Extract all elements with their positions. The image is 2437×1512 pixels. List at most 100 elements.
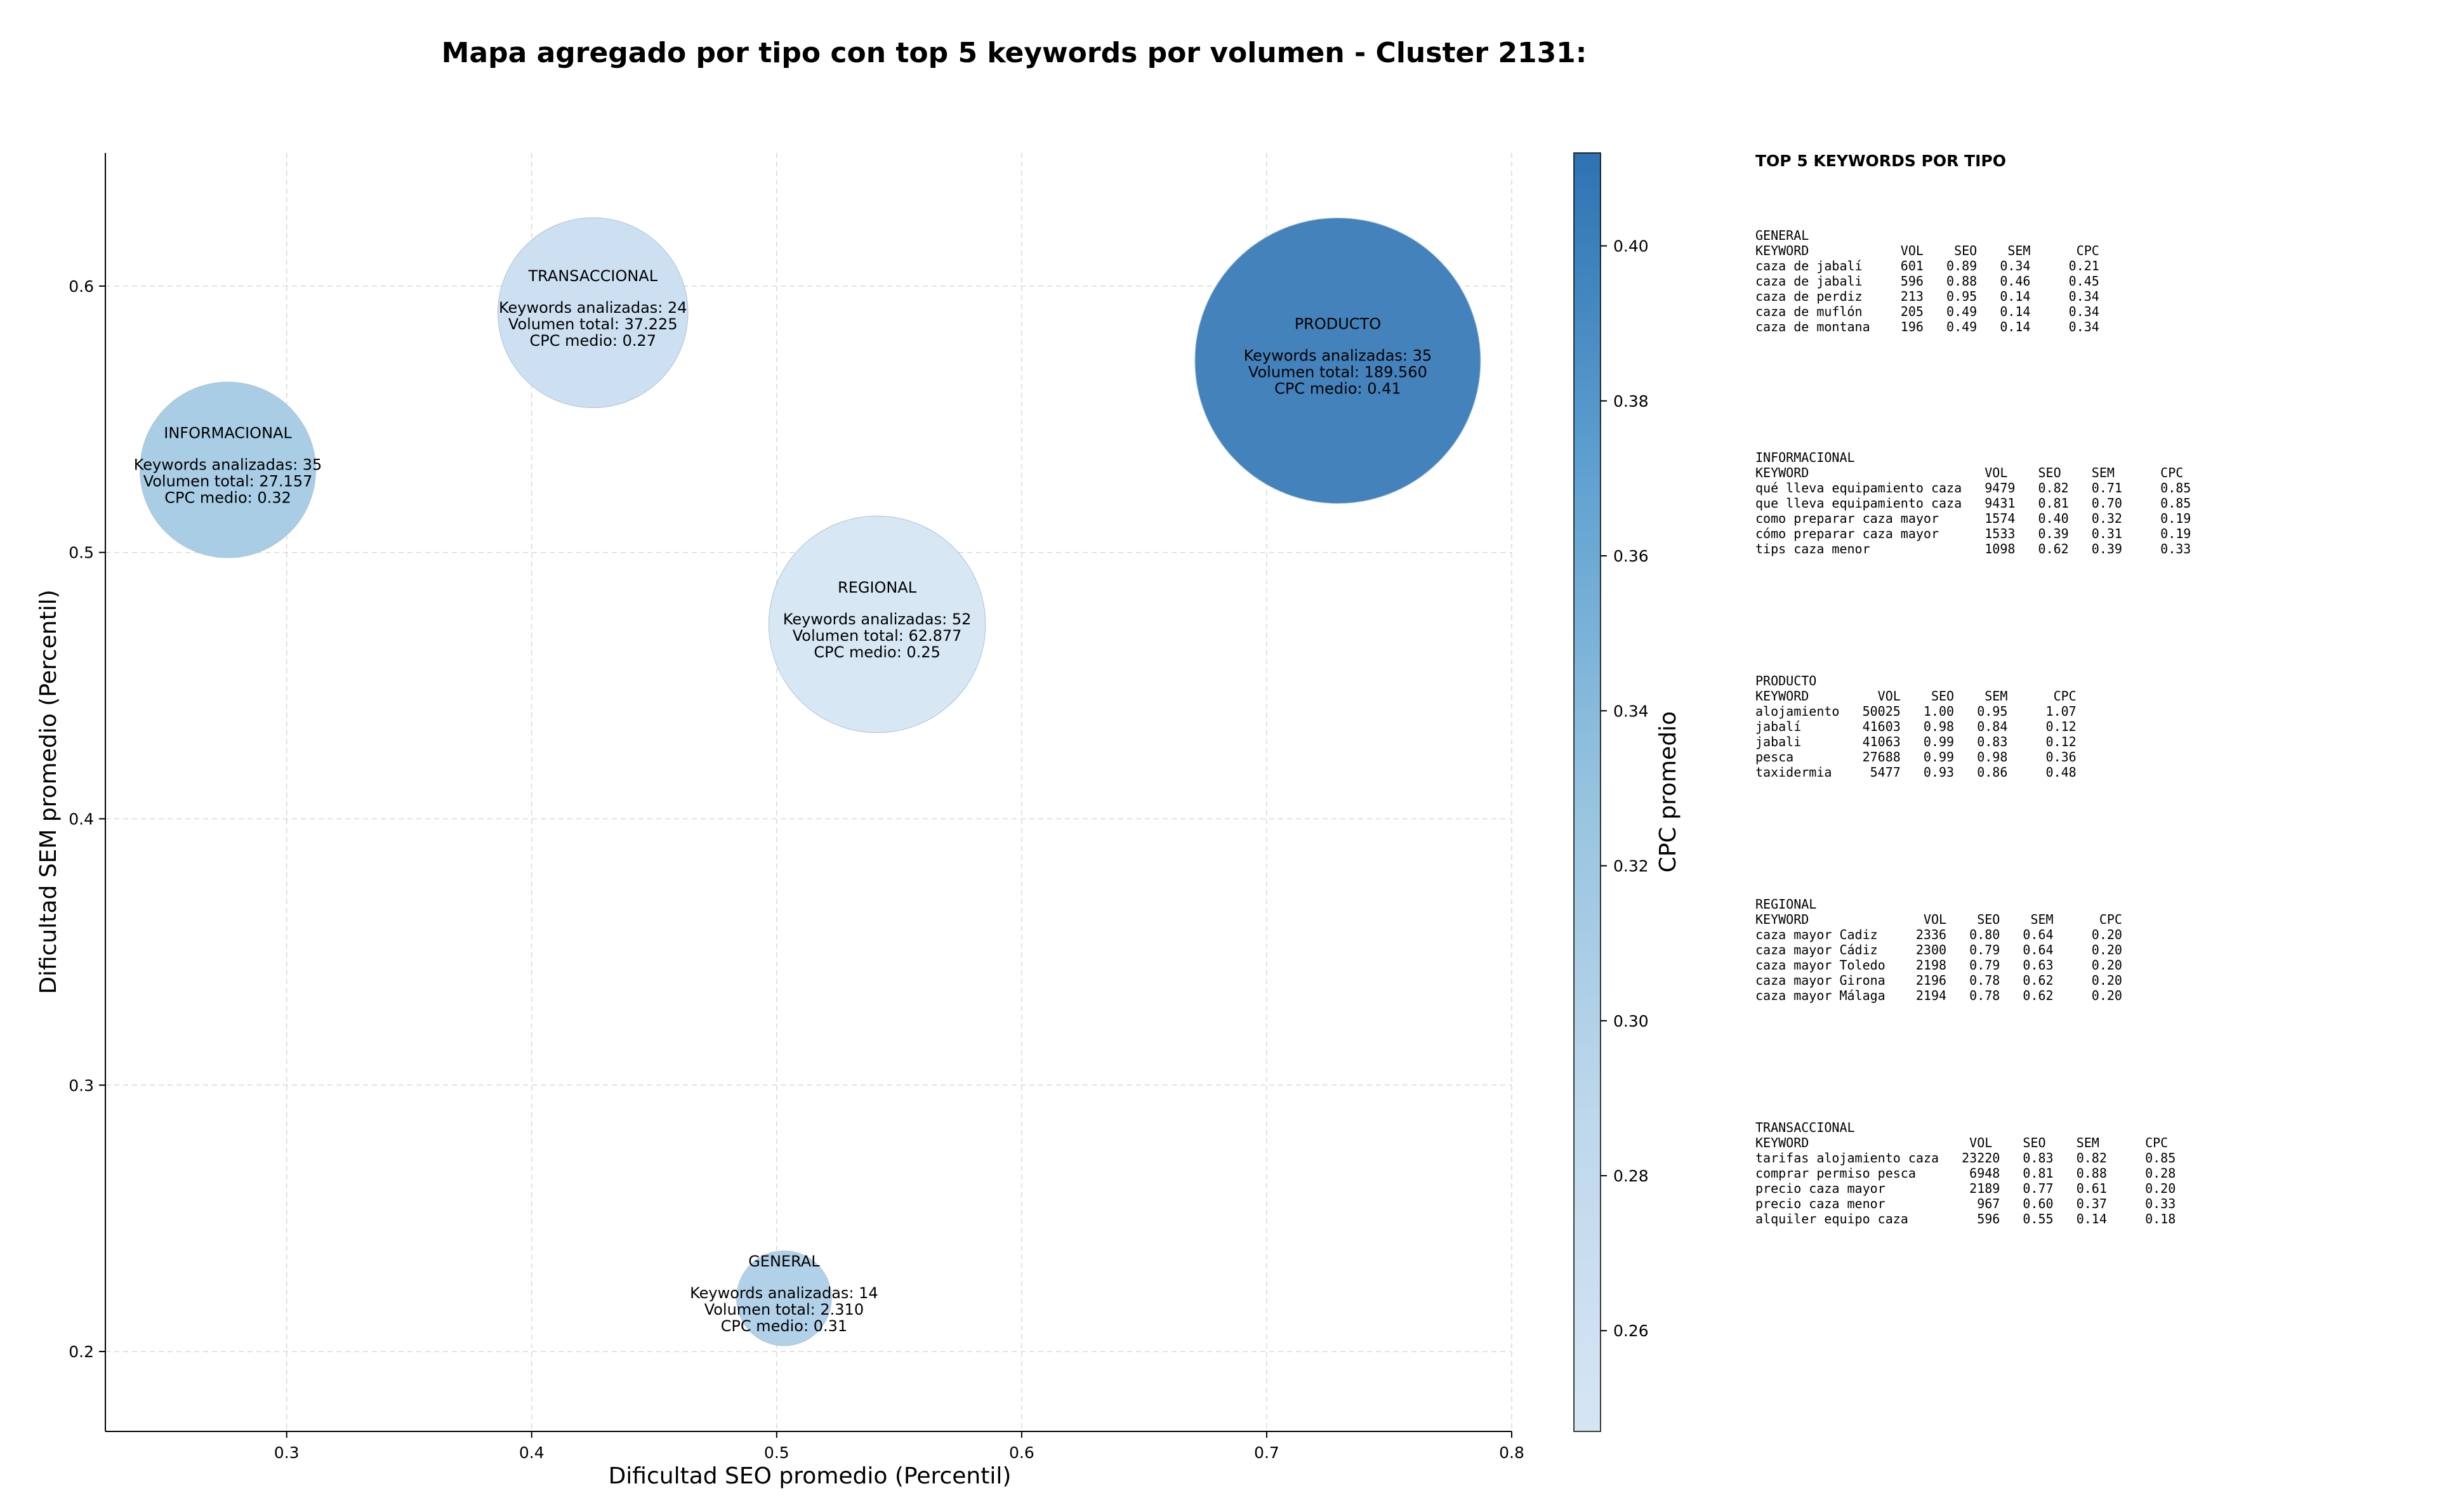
panel-row: KEYWORD VOL SEO SEM CPC: [1755, 912, 2122, 927]
bubble-label: TRANSACCIONAL: [527, 267, 657, 285]
bubble-informacional: INFORMACIONAL Keywords analizadas: 35Volu…: [134, 381, 322, 558]
x-tick-label: 0.5: [764, 1443, 789, 1462]
y-tick-label: 0.5: [69, 544, 94, 562]
bubble-circle: [497, 217, 689, 409]
colorbar: 0.26 0.28 0.30 0.32 0.34 0.36 0.38 0.40 CPC pro…: [1573, 152, 1681, 1432]
y-tick-label: 0.6: [69, 277, 94, 296]
panel-row: como preparar caza mayor 1574 0.40 0.32 …: [1755, 511, 2191, 526]
panel-row: caza de montana 196 0.49 0.14 0.34: [1755, 319, 2099, 334]
panel-row: precio caza mayor 2189 0.77 0.61 0.20: [1755, 1181, 2176, 1196]
bubble-circle: [736, 1250, 832, 1346]
x-tick-label: 0.8: [1499, 1443, 1524, 1462]
panel-row: tarifas alojamiento caza 23220 0.83 0.82…: [1755, 1150, 2176, 1166]
bubble-label: Volumen total: 62.877: [793, 627, 962, 645]
panel-row: caza mayor Cádiz 2300 0.79 0.64 0.20: [1755, 942, 2122, 957]
panel-row: KEYWORD VOL SEO SEM CPC: [1755, 465, 2183, 480]
bubble-label: Volumen total: 189.560: [1248, 363, 1427, 381]
bubble-label: CPC medio: 0.25: [814, 643, 941, 661]
panel-row: tips caza menor 1098 0.62 0.39 0.33: [1755, 541, 2191, 556]
bubble-label: Keywords analizadas: 52: [783, 610, 972, 628]
panel-row: caza mayor Málaga 2194 0.78 0.62 0.20: [1755, 988, 2122, 1003]
panel-row: caza de muflón 205 0.49 0.14 0.34: [1755, 304, 2099, 319]
x-axis-label: Dificultad SEO promedio (Percentil): [609, 1463, 1012, 1489]
panel-row: caza mayor Cadiz 2336 0.80 0.64 0.20: [1755, 927, 2122, 942]
panel-row: caza de jabalí 601 0.89 0.34 0.21: [1755, 258, 2099, 273]
panel-row: qué lleva equipamiento caza 9479 0.82 0.…: [1755, 480, 2191, 496]
bubble-label: REGIONAL: [838, 579, 917, 596]
panel-group-name: GENERAL: [1755, 228, 1809, 243]
panel-row: KEYWORD VOL SEO SEM CPC: [1755, 688, 2077, 704]
colorbar-tick-label: 0.38: [1613, 392, 1649, 411]
panel-row: que lleva equipamiento caza 9431 0.81 0.…: [1755, 496, 2191, 511]
panel-title: TOP 5 KEYWORDS POR TIPO: [1755, 152, 2006, 170]
colorbar-tick-label: 0.30: [1613, 1012, 1649, 1030]
bubble-label: Keywords analizadas: 35: [134, 456, 322, 474]
bubble-label: Keywords analizadas: 24: [499, 299, 687, 317]
panel-row: pesca 27688 0.99 0.98 0.36: [1755, 749, 2077, 765]
colorbar-tick-label: 0.40: [1613, 237, 1649, 256]
panel-row: comprar permiso pesca 6948 0.81 0.88 0.2…: [1755, 1166, 2176, 1181]
chart-title: Mapa agregado por tipo con top 5 keyword…: [442, 37, 1587, 69]
bubble-label: CPC medio: 0.31: [721, 1317, 848, 1335]
bubble-label: Volumen total: 2.310: [704, 1301, 864, 1318]
x-tick-label: 0.3: [274, 1443, 300, 1462]
bubble-transaccional: TRANSACCIONAL Keywords analizadas: 24Volu…: [497, 217, 689, 409]
panel-row: jabalí 41603 0.98 0.84 0.12: [1755, 719, 2077, 734]
y-tick-label: 0.2: [69, 1343, 94, 1361]
bubble-label: CPC medio: 0.41: [1274, 379, 1401, 397]
panel-row: caza de perdiz 213 0.95 0.14 0.34: [1755, 289, 2099, 304]
colorbar-tick-label: 0.34: [1613, 702, 1649, 720]
panel-row: caza mayor Girona 2196 0.78 0.62 0.20: [1755, 973, 2122, 988]
colorbar-label: CPC promedio: [1655, 711, 1681, 872]
bubble-label: GENERAL: [748, 1252, 820, 1270]
colorbar-tick-label: 0.36: [1613, 547, 1649, 565]
colorbar-gradient: [1573, 152, 1601, 1432]
bubble-label: CPC medio: 0.32: [164, 489, 291, 507]
panel-row: caza de jabali 596 0.88 0.46 0.45: [1755, 273, 2099, 289]
bubble-label: CPC medio: 0.27: [530, 332, 657, 350]
bubble-label: Keywords analizadas: 35: [1244, 346, 1432, 364]
axes: [105, 153, 1512, 1432]
x-tick-label: 0.4: [519, 1443, 545, 1462]
x-tick-label: 0.6: [1009, 1443, 1034, 1462]
bubble-label: Volumen total: 37.225: [508, 315, 678, 333]
panel-row: precio caza menor 967 0.60 0.37 0.33: [1755, 1196, 2176, 1211]
colorbar-tick-label: 0.28: [1613, 1167, 1649, 1185]
panel-row: taxidermia 5477 0.93 0.86 0.48: [1755, 765, 2077, 780]
panel-group-name: TRANSACCIONAL: [1755, 1120, 1855, 1135]
bubble-circle: [768, 515, 986, 733]
bubble-label: Keywords analizadas: 14: [690, 1284, 878, 1302]
panel-row: KEYWORD VOL SEO SEM CPC: [1755, 1135, 2168, 1150]
y-tick-label: 0.4: [69, 810, 94, 828]
panel-row: KEYWORD VOL SEO SEM CPC: [1755, 243, 2099, 258]
bubble-label: PRODUCTO: [1295, 315, 1381, 332]
panel-row: jabali 41063 0.99 0.83 0.12: [1755, 734, 2077, 749]
panel-row: cómo preparar caza mayor 1533 0.39 0.31 …: [1755, 526, 2191, 541]
bubble-label: INFORMACIONAL: [164, 424, 292, 442]
ticks: 0.3 0.4 0.5 0.6 0.7 0.8 0.2 0.3 0.4 0.5 0.6: [69, 277, 1524, 1462]
panel-row: alquiler equipo caza 596 0.55 0.14 0.18: [1755, 1211, 2176, 1226]
panel-row: alojamiento 50025 1.00 0.95 1.07: [1755, 704, 2077, 719]
panel-group-name: PRODUCTO: [1755, 673, 1816, 688]
x-tick-label: 0.7: [1254, 1443, 1279, 1462]
panel-row: caza mayor Toledo 2198 0.79 0.63 0.20: [1755, 957, 2122, 973]
bubble-circle: [140, 381, 316, 558]
y-tick-label: 0.3: [69, 1076, 94, 1095]
y-axis-label: Dificultad SEM promedio (Percentil): [36, 589, 62, 994]
panel-group-name: REGIONAL: [1755, 897, 1816, 912]
panel-group-name: INFORMACIONAL: [1755, 450, 1855, 465]
colorbar-tick-label: 0.26: [1613, 1322, 1649, 1340]
bubble-label: Volumen total: 27.157: [143, 473, 313, 490]
